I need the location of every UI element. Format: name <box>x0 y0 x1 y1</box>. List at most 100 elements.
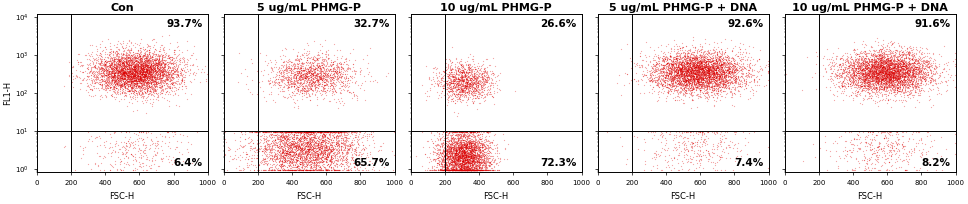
Point <box>899 84 915 87</box>
Point <box>438 161 453 164</box>
Point <box>133 69 148 72</box>
Point <box>436 142 451 145</box>
Point <box>829 149 844 153</box>
Point <box>716 64 732 67</box>
Point <box>863 66 879 69</box>
Point <box>166 69 181 72</box>
Point <box>467 169 482 172</box>
Point <box>125 86 140 90</box>
Point <box>109 82 125 85</box>
Point <box>295 82 311 85</box>
Point <box>135 62 150 66</box>
Point <box>868 81 884 84</box>
Point <box>115 71 131 74</box>
Point <box>462 141 477 145</box>
Point <box>703 68 718 71</box>
Point <box>279 63 294 66</box>
Point <box>861 58 876 61</box>
Point <box>694 85 710 88</box>
Point <box>455 151 470 154</box>
Point <box>123 80 138 83</box>
Point <box>98 130 113 134</box>
Point <box>663 72 679 75</box>
Point <box>311 146 326 149</box>
Point <box>908 85 923 88</box>
Point <box>322 150 338 153</box>
Point <box>309 130 324 133</box>
Point <box>469 147 484 150</box>
Point <box>448 91 464 94</box>
Point <box>681 81 696 84</box>
Point <box>298 156 314 159</box>
Point <box>696 73 711 76</box>
Point <box>442 155 458 158</box>
Point <box>448 147 464 151</box>
Point <box>865 52 881 55</box>
Point <box>676 141 691 144</box>
Point <box>645 91 660 94</box>
Point <box>701 92 716 95</box>
Point <box>165 57 180 60</box>
Point <box>468 67 483 70</box>
Point <box>344 166 359 170</box>
Point <box>121 72 136 75</box>
Point <box>905 68 921 72</box>
Point <box>144 71 160 74</box>
Point <box>676 68 691 71</box>
Point <box>273 139 288 142</box>
Point <box>322 78 338 82</box>
Point <box>342 67 357 71</box>
Point <box>126 62 141 65</box>
Point <box>864 85 880 88</box>
Point <box>923 80 938 83</box>
Point <box>918 79 933 82</box>
Point <box>671 73 686 76</box>
Point <box>707 67 722 70</box>
Point <box>682 69 698 72</box>
Point <box>471 169 487 172</box>
Point <box>827 64 842 67</box>
Point <box>139 68 155 71</box>
Point <box>293 132 309 135</box>
Point <box>459 79 474 82</box>
Point <box>695 57 711 60</box>
Point <box>116 162 132 165</box>
Point <box>859 72 874 75</box>
Point <box>92 42 107 46</box>
Point <box>141 48 157 51</box>
Point <box>862 77 878 81</box>
Point <box>87 58 103 61</box>
Point <box>98 84 113 87</box>
Point <box>257 152 273 155</box>
Point <box>860 82 875 85</box>
Point <box>683 80 699 83</box>
Point <box>456 169 471 172</box>
Point <box>115 88 131 91</box>
Point <box>354 147 370 151</box>
Point <box>106 75 121 79</box>
Point <box>300 83 316 86</box>
Point <box>133 64 148 67</box>
Point <box>676 80 691 83</box>
Point <box>441 149 457 152</box>
Point <box>273 145 288 148</box>
Point <box>112 89 128 92</box>
Point <box>849 52 864 56</box>
Point <box>702 59 717 62</box>
Point <box>432 155 447 158</box>
Point <box>904 59 920 62</box>
Point <box>285 132 300 135</box>
Point <box>705 72 720 75</box>
Point <box>854 84 869 88</box>
Point <box>111 74 127 77</box>
Point <box>283 154 298 157</box>
Point <box>124 90 139 93</box>
Point <box>139 71 155 74</box>
Point <box>922 160 937 163</box>
Point <box>898 75 914 78</box>
Point <box>677 102 692 105</box>
Point <box>707 83 722 87</box>
Point <box>132 92 147 96</box>
Point <box>761 78 776 82</box>
Point <box>668 56 683 59</box>
